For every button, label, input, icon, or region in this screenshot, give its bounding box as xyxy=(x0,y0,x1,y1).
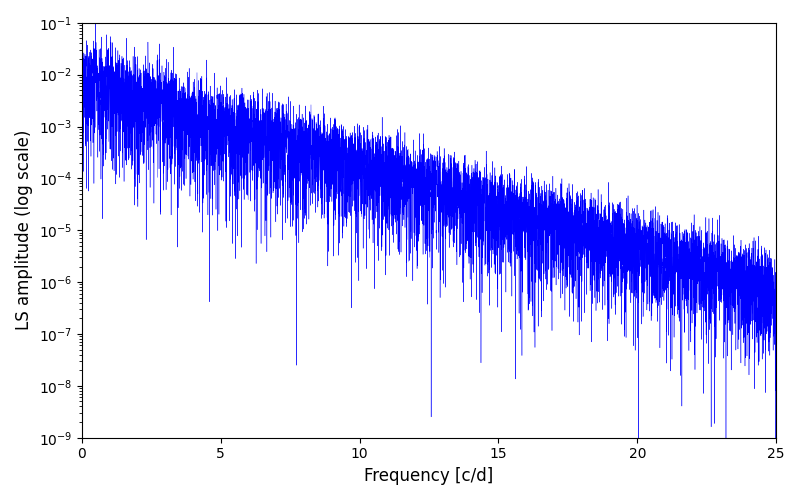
X-axis label: Frequency [c/d]: Frequency [c/d] xyxy=(364,467,494,485)
Y-axis label: LS amplitude (log scale): LS amplitude (log scale) xyxy=(15,130,33,330)
